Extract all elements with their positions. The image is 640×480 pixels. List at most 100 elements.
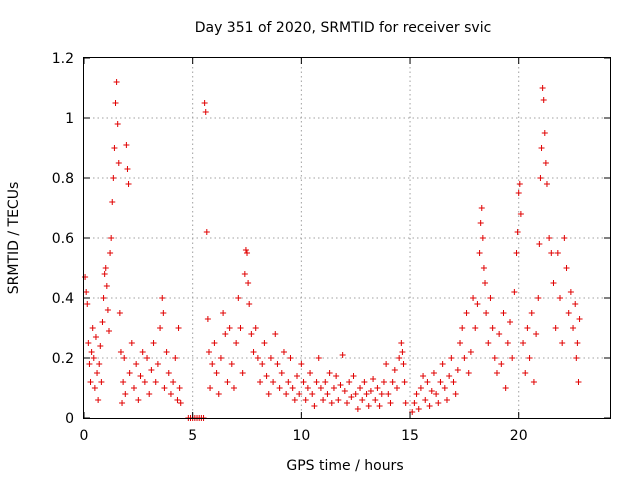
data-point: [393, 385, 400, 391]
data-point: [276, 385, 283, 391]
data-point: [480, 265, 487, 271]
data-point: [157, 325, 164, 331]
data-point: [244, 250, 251, 256]
data-point: [565, 310, 572, 316]
data-point: [467, 349, 474, 355]
data-point: [422, 397, 429, 403]
data-point: [82, 274, 89, 280]
data-point: [120, 379, 127, 385]
data-point: [294, 373, 301, 379]
data-point: [170, 379, 177, 385]
data-point: [387, 400, 394, 406]
data-point: [570, 325, 577, 331]
data-point: [489, 325, 496, 331]
data-point: [237, 325, 244, 331]
data-point: [298, 361, 305, 367]
data-point: [536, 241, 543, 247]
data-point: [99, 319, 106, 325]
data-point: [230, 385, 237, 391]
data-point: [105, 328, 112, 334]
data-point: [296, 391, 303, 397]
data-point: [90, 355, 97, 361]
y-tick-label: 1.2: [52, 51, 74, 67]
y-tick-label: 0.6: [52, 231, 74, 247]
data-point: [220, 310, 227, 316]
data-point: [538, 145, 545, 151]
data-point: [567, 289, 574, 295]
data-point: [346, 379, 353, 385]
data-point: [389, 379, 396, 385]
data-point: [504, 340, 511, 346]
data-point: [205, 349, 212, 355]
data-point: [133, 361, 140, 367]
data-point: [522, 370, 529, 376]
data-point: [217, 355, 224, 361]
data-point: [502, 385, 509, 391]
data-point: [309, 391, 316, 397]
data-point: [493, 370, 500, 376]
data-point: [374, 385, 381, 391]
data-point: [175, 325, 182, 331]
data-point: [337, 382, 344, 388]
x-tick-label: 20: [510, 428, 528, 444]
data-point: [163, 349, 170, 355]
data-point: [341, 388, 348, 394]
data-point: [252, 325, 259, 331]
data-point: [559, 340, 566, 346]
data-point: [540, 97, 547, 103]
data-point: [176, 385, 183, 391]
data-point: [457, 340, 464, 346]
data-point: [280, 349, 287, 355]
data-point: [285, 379, 292, 385]
data-point: [563, 265, 570, 271]
data-point: [115, 160, 122, 166]
x-axis-label: GPS time / hours: [286, 458, 403, 474]
data-point: [226, 325, 233, 331]
data-point: [509, 355, 516, 361]
data-point: [202, 109, 209, 115]
data-point: [496, 331, 503, 337]
data-point: [513, 250, 520, 256]
data-point: [398, 340, 405, 346]
data-point: [487, 295, 494, 301]
data-point: [248, 331, 255, 337]
data-point: [122, 391, 129, 397]
x-tick-label: 15: [401, 428, 419, 444]
x-tick-label: 0: [80, 428, 89, 444]
data-point: [141, 379, 148, 385]
data-point: [86, 361, 93, 367]
data-point: [283, 391, 290, 397]
x-tick-label: 10: [292, 428, 310, 444]
data-point: [83, 289, 90, 295]
data-point: [289, 385, 296, 391]
data-point: [154, 361, 161, 367]
data-point: [400, 361, 407, 367]
axis-ticks: 0 5 10 15 20 0 0.2 0.4 0.6 0.8 1 1.2: [52, 51, 610, 444]
data-point: [511, 289, 518, 295]
data-point: [84, 301, 91, 307]
data-point: [123, 142, 130, 148]
data-point: [121, 355, 128, 361]
data-point: [550, 280, 557, 286]
data-point: [344, 400, 350, 406]
data-point: [417, 385, 424, 391]
data-point: [109, 199, 116, 205]
data-point: [537, 175, 544, 181]
data-point: [137, 373, 144, 379]
data-point: [326, 370, 333, 376]
data-point: [411, 400, 418, 406]
data-point: [530, 379, 537, 385]
data-point: [274, 361, 281, 367]
data-point: [177, 400, 184, 406]
data-point: [413, 391, 420, 397]
data-point: [378, 391, 385, 397]
data-point: [548, 250, 555, 256]
data-point: [209, 361, 216, 367]
data-point: [311, 403, 318, 409]
data-point: [401, 379, 408, 385]
data-point: [215, 391, 222, 397]
data-point: [520, 340, 527, 346]
data-point: [339, 352, 346, 358]
data-point: [526, 355, 533, 361]
data-point: [250, 349, 257, 355]
